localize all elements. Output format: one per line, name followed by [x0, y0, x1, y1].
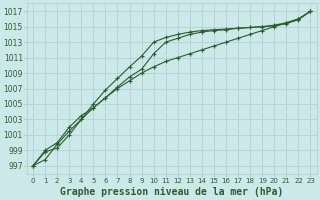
- X-axis label: Graphe pression niveau de la mer (hPa): Graphe pression niveau de la mer (hPa): [60, 186, 284, 197]
